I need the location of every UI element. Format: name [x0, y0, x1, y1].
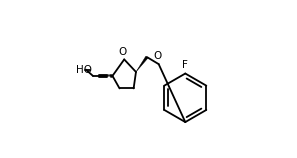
Text: O: O	[119, 47, 127, 57]
Text: HO: HO	[76, 65, 92, 75]
Text: O: O	[154, 51, 162, 61]
Polygon shape	[136, 56, 148, 72]
Text: F: F	[182, 60, 188, 70]
